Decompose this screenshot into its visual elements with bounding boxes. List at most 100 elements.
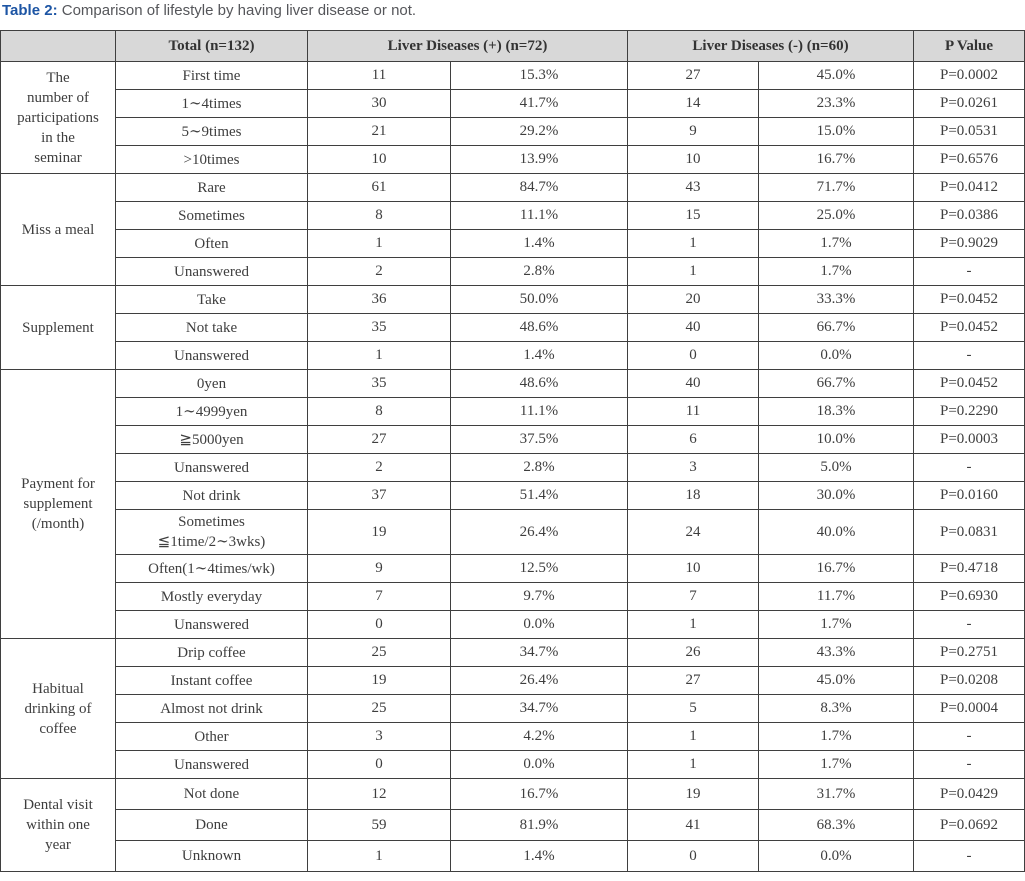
- header-row: Total (n=132) Liver Diseases (+) (n=72) …: [0, 30, 1025, 62]
- header-liver-diseases-positive: Liver Diseases (+) (n=72): [307, 30, 628, 62]
- table-row: Mostly everyday 7 9.7% 7 11.7% P=0.6930: [1, 582, 1025, 611]
- p-value-cell: -: [913, 257, 1025, 286]
- neg-count-cell: 11: [627, 397, 759, 426]
- pos-count-cell: 36: [307, 285, 451, 314]
- table-row: Often(1∼4times/wk) 9 12.5% 10 16.7% P=0.4718: [1, 554, 1025, 583]
- table-row: Supplement Take 36 50.0% 20 33.3% P=0.0452: [0, 285, 1025, 370]
- category-cell: Instant coffee: [115, 666, 308, 695]
- p-value-cell: P=0.0386: [913, 201, 1025, 230]
- pos-count-cell: 19: [307, 509, 451, 555]
- pos-pct-cell: 0.0%: [450, 610, 628, 639]
- pos-count-cell: 3: [307, 722, 451, 751]
- pos-count-cell: 0: [307, 750, 451, 779]
- table-row: Often 1 1.4% 1 1.7% P=0.9029: [1, 229, 1025, 258]
- pos-pct-cell: 1.4%: [450, 229, 628, 258]
- category-cell: Sometimes: [115, 201, 308, 230]
- table-row: Almost not drink 25 34.7% 5 8.3% P=0.0004: [1, 694, 1025, 723]
- pos-count-cell: 7: [307, 582, 451, 611]
- p-value-cell: P=0.9029: [913, 229, 1025, 258]
- p-value-cell: P=0.6930: [913, 582, 1025, 611]
- neg-count-cell: 19: [627, 778, 759, 810]
- table-row: ≧5000yen 27 37.5% 6 10.0% P=0.0003: [1, 425, 1025, 454]
- group-label-cell: Supplement: [0, 285, 116, 370]
- category-cell: 1∼4999yen: [115, 397, 308, 426]
- category-cell: Take: [115, 285, 308, 314]
- p-value-cell: P=0.0429: [913, 778, 1025, 810]
- p-value-cell: P=0.0261: [913, 89, 1025, 118]
- category-cell: Almost not drink: [115, 694, 308, 723]
- neg-pct-cell: 15.0%: [757, 117, 915, 146]
- pos-count-cell: 25: [307, 638, 451, 667]
- pos-count-cell: 0: [307, 610, 451, 639]
- lifestyle-comparison-table: Total (n=132) Liver Diseases (+) (n=72) …: [0, 30, 1025, 872]
- table-row: Dental visit within one year Not done 12 16…: [0, 778, 1025, 872]
- category-cell: Unanswered: [115, 610, 308, 639]
- category-cell: Not done: [115, 778, 308, 810]
- neg-pct-cell: 16.7%: [757, 145, 915, 174]
- category-cell: Often(1∼4times/wk): [115, 554, 308, 583]
- table-row: Unanswered 2 2.8% 1 1.7% -: [1, 257, 1025, 286]
- neg-count-cell: 1: [627, 257, 759, 286]
- pos-count-cell: 11: [307, 61, 451, 90]
- table-body: The number of participations in the semi…: [0, 61, 1025, 872]
- table-row: Not take 35 48.6% 40 66.7% P=0.0452: [1, 313, 1025, 342]
- pos-count-cell: 9: [307, 554, 451, 583]
- category-cell: Unanswered: [115, 341, 308, 370]
- pos-pct-cell: 2.8%: [450, 453, 628, 482]
- neg-pct-cell: 16.7%: [757, 554, 915, 583]
- category-cell: Not drink: [115, 481, 308, 510]
- p-value-cell: -: [913, 750, 1025, 779]
- neg-pct-cell: 66.7%: [757, 369, 915, 398]
- table-caption: Table 2: Comparison of lifestyle by havi…: [0, 0, 1025, 30]
- table-row: Other 3 4.2% 1 1.7% -: [1, 722, 1025, 751]
- p-value-cell: -: [913, 840, 1025, 872]
- table-row: 1∼4times 30 41.7% 14 23.3% P=0.0261: [1, 89, 1025, 118]
- neg-count-cell: 18: [627, 481, 759, 510]
- p-value-cell: P=0.0531: [913, 117, 1025, 146]
- pos-count-cell: 61: [307, 173, 451, 202]
- pos-count-cell: 30: [307, 89, 451, 118]
- pos-pct-cell: 1.4%: [450, 341, 628, 370]
- p-value-cell: P=0.0208: [913, 666, 1025, 695]
- header-liver-diseases-negative: Liver Diseases (-) (n=60): [626, 30, 915, 62]
- category-cell: Drip coffee: [115, 638, 308, 667]
- p-value-cell: P=0.0692: [913, 809, 1025, 841]
- pos-pct-cell: 48.6%: [450, 313, 628, 342]
- p-value-cell: P=0.6576: [913, 145, 1025, 174]
- category-cell: Other: [115, 722, 308, 751]
- neg-pct-cell: 33.3%: [757, 285, 915, 314]
- neg-count-cell: 6: [627, 425, 759, 454]
- table-row: Not drink 37 51.4% 18 30.0% P=0.0160: [1, 481, 1025, 510]
- pos-count-cell: 25: [307, 694, 451, 723]
- neg-count-cell: 26: [627, 638, 759, 667]
- pos-count-cell: 1: [307, 341, 451, 370]
- p-value-cell: P=0.2751: [913, 638, 1025, 667]
- category-cell: Rare: [115, 173, 308, 202]
- table-row: Done 59 81.9% 41 68.3% P=0.0692: [1, 809, 1025, 841]
- pos-count-cell: 35: [307, 313, 451, 342]
- neg-pct-cell: 45.0%: [757, 666, 915, 695]
- pos-pct-cell: 48.6%: [450, 369, 628, 398]
- p-value-cell: P=0.0452: [913, 285, 1025, 314]
- neg-pct-cell: 31.7%: [757, 778, 915, 810]
- p-value-cell: P=0.0452: [913, 369, 1025, 398]
- pos-pct-cell: 51.4%: [450, 481, 628, 510]
- neg-pct-cell: 1.7%: [757, 229, 915, 258]
- group-label-cell: The number of participations in the semi…: [0, 61, 116, 174]
- pos-pct-cell: 11.1%: [450, 397, 628, 426]
- neg-count-cell: 20: [627, 285, 759, 314]
- pos-pct-cell: 4.2%: [450, 722, 628, 751]
- category-cell: First time: [115, 61, 308, 90]
- table-row: Unanswered 0 0.0% 1 1.7% -: [1, 610, 1025, 639]
- p-value-cell: -: [913, 610, 1025, 639]
- pos-count-cell: 8: [307, 397, 451, 426]
- neg-count-cell: 43: [627, 173, 759, 202]
- category-cell: Done: [115, 809, 308, 841]
- table-row: 5∼9times 21 29.2% 9 15.0% P=0.0531: [1, 117, 1025, 146]
- neg-pct-cell: 0.0%: [757, 840, 915, 872]
- table-row: Unanswered 2 2.8% 3 5.0% -: [1, 453, 1025, 482]
- pos-count-cell: 10: [307, 145, 451, 174]
- table-row: The number of participations in the semi…: [0, 61, 1025, 174]
- neg-count-cell: 0: [627, 840, 759, 872]
- category-cell: Not take: [115, 313, 308, 342]
